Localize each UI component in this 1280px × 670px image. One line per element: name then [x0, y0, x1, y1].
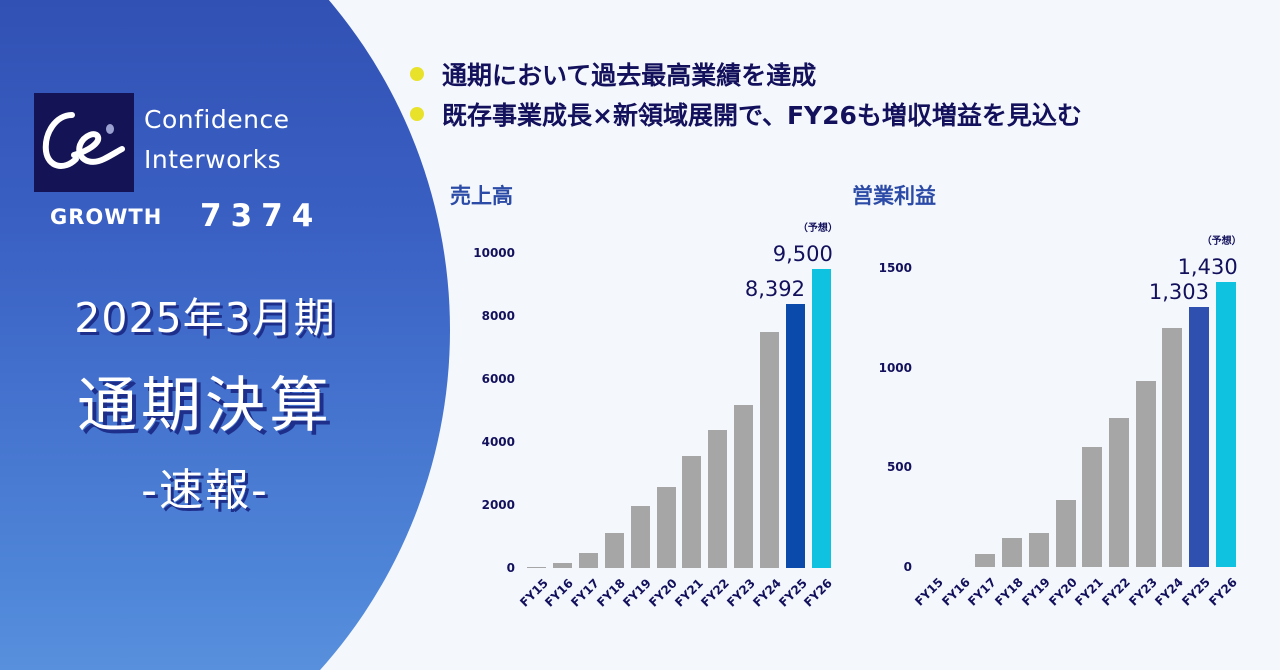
bar-fy26: [1215, 281, 1236, 567]
value-label: 1,430: [1177, 254, 1238, 279]
bar-fy17: [975, 554, 996, 567]
ticker-code: 7374: [200, 198, 323, 234]
bar-fy23: [1135, 380, 1156, 567]
bar-fy18: [604, 533, 624, 568]
y-axis-tick: 6000: [481, 372, 515, 386]
bar-fy19: [1028, 533, 1049, 567]
bar-fy19: [630, 505, 650, 568]
ce-monogram-icon: [42, 112, 125, 169]
page-subtitle: -速報-: [141, 465, 269, 516]
bar-fy24: [1162, 327, 1183, 567]
y-axis-tick: 0: [506, 561, 515, 575]
bar-fy21: [682, 455, 702, 568]
bar-fy23: [734, 405, 754, 568]
y-axis-tick: 4000: [481, 435, 515, 449]
forecast-annotation: （予想）: [797, 222, 838, 234]
bar-fy25: [786, 303, 805, 568]
y-axis-tick: 500: [886, 460, 912, 475]
company-name: Confidence Interworks: [144, 100, 290, 180]
y-axis-tick: 10000: [473, 246, 515, 260]
bar-fy16: [552, 562, 572, 568]
revenue-chart-title: 売上高: [450, 184, 513, 208]
bar-fy25: [1189, 307, 1209, 567]
value-label: 8,392: [744, 276, 805, 301]
bar-fy20: [1055, 500, 1076, 567]
y-axis-tick: 0: [903, 560, 912, 574]
highlights-list: 通期において過去最高業績を達成 既存事業成長×新領域展開で、FY26も増収増益を…: [410, 54, 1082, 134]
bar-fy21: [1082, 447, 1103, 567]
y-axis-tick: 1000: [878, 360, 912, 375]
market-segment: GROWTH: [50, 205, 163, 229]
highlight-text: 通期において過去最高業績を達成: [442, 61, 817, 90]
value-label: 9,500: [772, 241, 833, 266]
company-name-line1: Confidence: [144, 105, 290, 134]
company-logo: [34, 93, 134, 192]
y-axis-tick: 8000: [481, 309, 515, 323]
page-title: 通期決算: [77, 371, 333, 441]
bar-fy26: [811, 268, 831, 568]
highlight-item: 既存事業成長×新領域展開で、FY26も増収増益を見込む: [410, 94, 1082, 134]
bar-fy22: [708, 430, 728, 568]
profit-chart-title: 営業利益: [852, 184, 936, 208]
bar-fy24: [760, 332, 780, 568]
bar-fy17: [578, 552, 598, 568]
highlight-item: 通期において過去最高業績を達成: [410, 54, 1082, 94]
bar-fy18: [1002, 538, 1023, 567]
fiscal-period: 2025年3月期: [74, 294, 336, 342]
company-name-line2: Interworks: [144, 145, 282, 174]
bullet-dot-icon: [410, 107, 424, 121]
bar-fy15: [527, 567, 546, 568]
bullet-dot-icon: [410, 67, 424, 81]
highlight-text: 既存事業成長×新領域展開で、FY26も増収増益を見込む: [442, 101, 1082, 130]
bar-fy20: [656, 487, 676, 568]
bar-fy22: [1108, 418, 1129, 567]
y-axis-tick: 2000: [481, 498, 515, 512]
y-axis-tick: 1500: [878, 261, 912, 275]
forecast-annotation: （予想）: [1201, 235, 1242, 247]
value-label: 1,303: [1148, 280, 1209, 305]
